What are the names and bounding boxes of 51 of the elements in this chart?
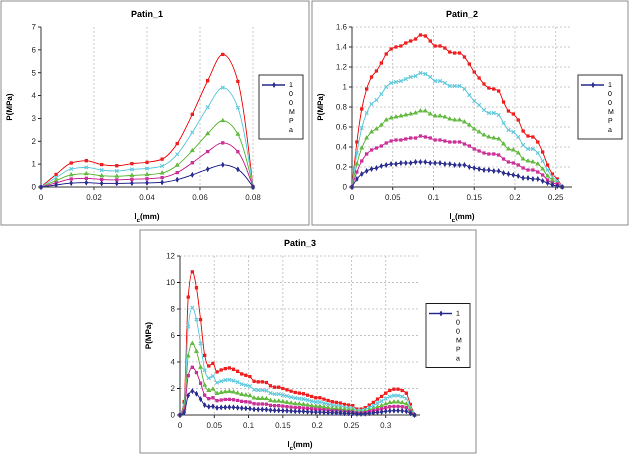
x-tick-label: 0.05 xyxy=(206,421,223,430)
y-tick-label: 0 xyxy=(32,182,37,192)
y-tick-label: 0 xyxy=(170,410,176,420)
x-tick-label: 0.02 xyxy=(86,193,102,202)
y-tick-label: 4 xyxy=(170,358,176,367)
x-axis-title: l$_{c}$(mm) xyxy=(287,440,313,452)
x-tick-label: 0.05 xyxy=(384,193,402,202)
x-tick-label: 0 xyxy=(350,193,355,202)
y-tick-label: 1 xyxy=(32,160,37,169)
y-tick-label: 0.4 xyxy=(336,142,348,152)
x-tick-label: 0.25 xyxy=(344,421,360,430)
y-tick-label: 10 xyxy=(166,278,176,288)
y-tick-label: 4 xyxy=(32,91,37,100)
x-tick-label: 0.15 xyxy=(466,193,483,202)
x-tick-label: 0.06 xyxy=(192,193,208,202)
chart-title: Patin_1 xyxy=(130,9,164,19)
y-tick-label: 1.4 xyxy=(336,42,348,52)
y-tick-label: 3 xyxy=(32,114,37,123)
y-tick-label: 8 xyxy=(170,304,176,314)
x-tick-label: 0.25 xyxy=(548,193,564,202)
y-tick-label: 1.2 xyxy=(336,62,348,72)
x-axis-title: l$_{c}$(mm) xyxy=(134,212,160,224)
chart-title: Patin_3 xyxy=(284,238,316,248)
y-axis-title: P(MPa) xyxy=(5,93,14,121)
x-axis-title: l$_{c}$(mm) xyxy=(449,212,475,224)
x-tick-label: 0.1 xyxy=(428,193,440,202)
y-axis-title: P(MPa) xyxy=(144,322,153,350)
x-tick-label: 0.15 xyxy=(275,421,292,430)
y-tick-label: 2 xyxy=(32,136,37,146)
chart-title: Patin_2 xyxy=(446,9,478,19)
x-tick-label: 0.04 xyxy=(139,193,156,202)
y-tick-label: 0.2 xyxy=(336,162,348,172)
y-tick-label: 2 xyxy=(170,384,176,394)
y-tick-label: 0.6 xyxy=(336,122,348,132)
x-tick-label: 0.2 xyxy=(509,193,522,202)
y-tick-label: 5 xyxy=(32,68,37,78)
y-tick-label: 7 xyxy=(32,22,37,32)
y-tick-label: 1.6 xyxy=(336,22,348,32)
y-axis-title: P(MPa) xyxy=(316,93,325,121)
x-tick-label: 0 xyxy=(178,421,183,430)
x-tick-label: 0.3 xyxy=(380,421,392,430)
y-tick-label: 12 xyxy=(166,252,176,261)
y-tick-label: 0.8 xyxy=(336,102,348,112)
y-tick-label: 1 xyxy=(342,82,348,92)
x-tick-label: 0.2 xyxy=(312,421,324,430)
x-tick-label: 0.1 xyxy=(243,421,255,430)
x-tick-label: 0 xyxy=(38,193,44,202)
y-tick-label: 0 xyxy=(342,182,348,192)
y-tick-label: 6 xyxy=(32,45,37,54)
y-tick-label: 6 xyxy=(170,331,176,340)
x-tick-label: 0.08 xyxy=(245,193,262,202)
